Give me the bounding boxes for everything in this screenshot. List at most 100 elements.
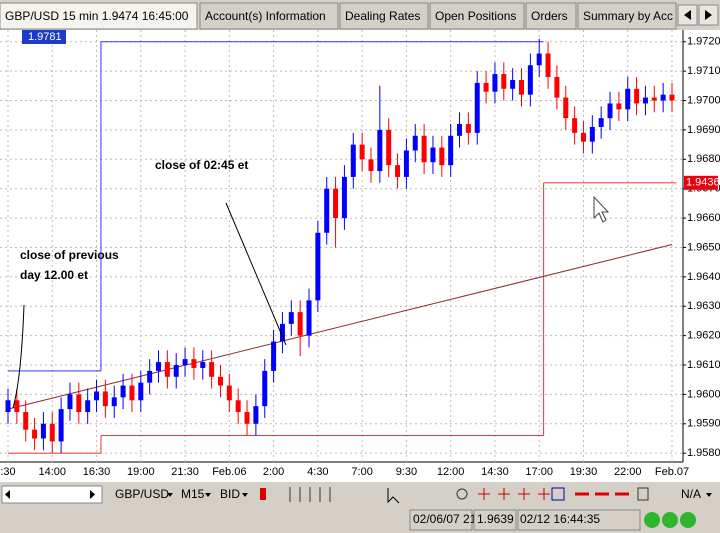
x-tick-label: Feb.07 (655, 466, 689, 478)
candle-body (589, 126, 595, 142)
y-tick-label: 1.9680 (687, 153, 720, 165)
candle-body (474, 82, 480, 133)
tab[interactable] (339, 2, 429, 30)
candle-body (634, 88, 640, 104)
connection-light (662, 512, 678, 528)
y-tick-label: 1.9610 (687, 359, 720, 371)
y-tick-label: 1.9580 (687, 447, 720, 459)
candle-body (14, 400, 20, 413)
candle-body (76, 394, 82, 413)
candle-body (439, 147, 445, 166)
x-tick-label: 9:30 (396, 466, 417, 478)
x-tick-label: Feb.06 (212, 466, 246, 478)
candle-body (85, 400, 91, 413)
candle-body (209, 362, 215, 377)
candle-body (377, 129, 383, 172)
price-dropdown[interactable]: BID (220, 487, 240, 501)
tab[interactable] (429, 2, 525, 30)
x-tick-label: :30 (0, 466, 15, 478)
candle-body (368, 159, 374, 172)
candle-body (129, 385, 135, 401)
tab-label[interactable]: Open Positions (435, 9, 516, 23)
status-time: 02/06/07 21:00 (413, 512, 493, 526)
tool-icon[interactable] (551, 487, 565, 501)
candle-body (58, 409, 64, 442)
tool-icon[interactable] (637, 487, 649, 501)
candle-body (465, 124, 471, 133)
candle-body (563, 97, 569, 119)
annotation: day 12.00 et (20, 268, 88, 282)
candle-body (412, 135, 418, 151)
y-tick-label: 1.9600 (687, 388, 720, 400)
y-tick-label: 1.9710 (687, 65, 720, 77)
x-tick-label: 19:00 (127, 466, 155, 478)
tool-icon[interactable] (289, 487, 331, 502)
tab-label[interactable]: GBP/USD 15 min 1.9474 16:45:00 (5, 9, 189, 23)
dropdown-arrow (242, 493, 248, 497)
candle-body (333, 188, 339, 219)
symbol-dropdown[interactable]: GBP/USD (115, 487, 169, 501)
tool-icons[interactable] (260, 487, 649, 504)
candle-body (67, 394, 73, 410)
x-tick-label: 16:30 (83, 466, 111, 478)
scrollbar[interactable] (1, 485, 103, 504)
x-tick-label: 7:00 (351, 466, 372, 478)
status-dropdown[interactable]: N/A (681, 487, 701, 501)
candle-body (483, 82, 489, 92)
x-tick-label: 22:00 (614, 466, 642, 478)
dropdown-arrow (706, 493, 712, 497)
candle-body (164, 362, 170, 377)
tab-label[interactable]: Orders (531, 9, 568, 23)
candle-body (359, 144, 365, 160)
tab-label[interactable]: Summary by Acc (583, 9, 673, 23)
candle-body (660, 94, 666, 101)
candle-body (226, 385, 232, 401)
candle-body (395, 165, 401, 177)
candle-body (492, 74, 498, 92)
candle-body (598, 118, 604, 127)
status-cell (473, 509, 517, 531)
candle-body (40, 423, 46, 439)
candle-body (501, 74, 507, 89)
candle-body (651, 97, 657, 101)
time-axis (0, 462, 683, 482)
candle-body (182, 359, 188, 366)
candle-body (554, 77, 560, 98)
candle-body (120, 385, 126, 398)
candle-body (421, 135, 427, 163)
candle-body (217, 376, 223, 386)
arrow-icon (705, 10, 712, 20)
candle-body (253, 406, 259, 424)
tool-icon[interactable] (260, 488, 266, 500)
candle-body (616, 103, 622, 110)
status-cell (409, 509, 473, 531)
tab-label[interactable]: Dealing Rates (345, 9, 420, 23)
candle-body (510, 79, 516, 89)
candle-body (102, 391, 108, 407)
tool-icon[interactable] (478, 488, 550, 500)
y-tick-label: 1.9640 (687, 271, 720, 283)
x-tick-label: 21:30 (171, 466, 199, 478)
price-axis (683, 30, 720, 482)
candle-body (607, 103, 613, 119)
tab[interactable] (0, 2, 198, 30)
tab[interactable] (525, 2, 577, 30)
dropdown-arrow (167, 493, 173, 497)
candle-body (448, 135, 454, 166)
period-dropdown[interactable]: M15 (181, 487, 205, 501)
candle-body (111, 397, 117, 407)
marker-box (22, 30, 66, 44)
tab[interactable] (577, 2, 677, 30)
tool-icon[interactable] (456, 488, 468, 500)
tab-label[interactable]: Account(s) Information (205, 9, 326, 23)
candle-body (341, 176, 347, 219)
candle-body (386, 129, 392, 166)
x-tick-label: 14:30 (481, 466, 509, 478)
tool-icon[interactable] (387, 488, 400, 504)
tab[interactable] (199, 2, 339, 30)
candle-body (173, 365, 179, 377)
x-tick-label: 12:00 (437, 466, 465, 478)
candle-body (235, 400, 241, 413)
candle-body (244, 412, 250, 424)
